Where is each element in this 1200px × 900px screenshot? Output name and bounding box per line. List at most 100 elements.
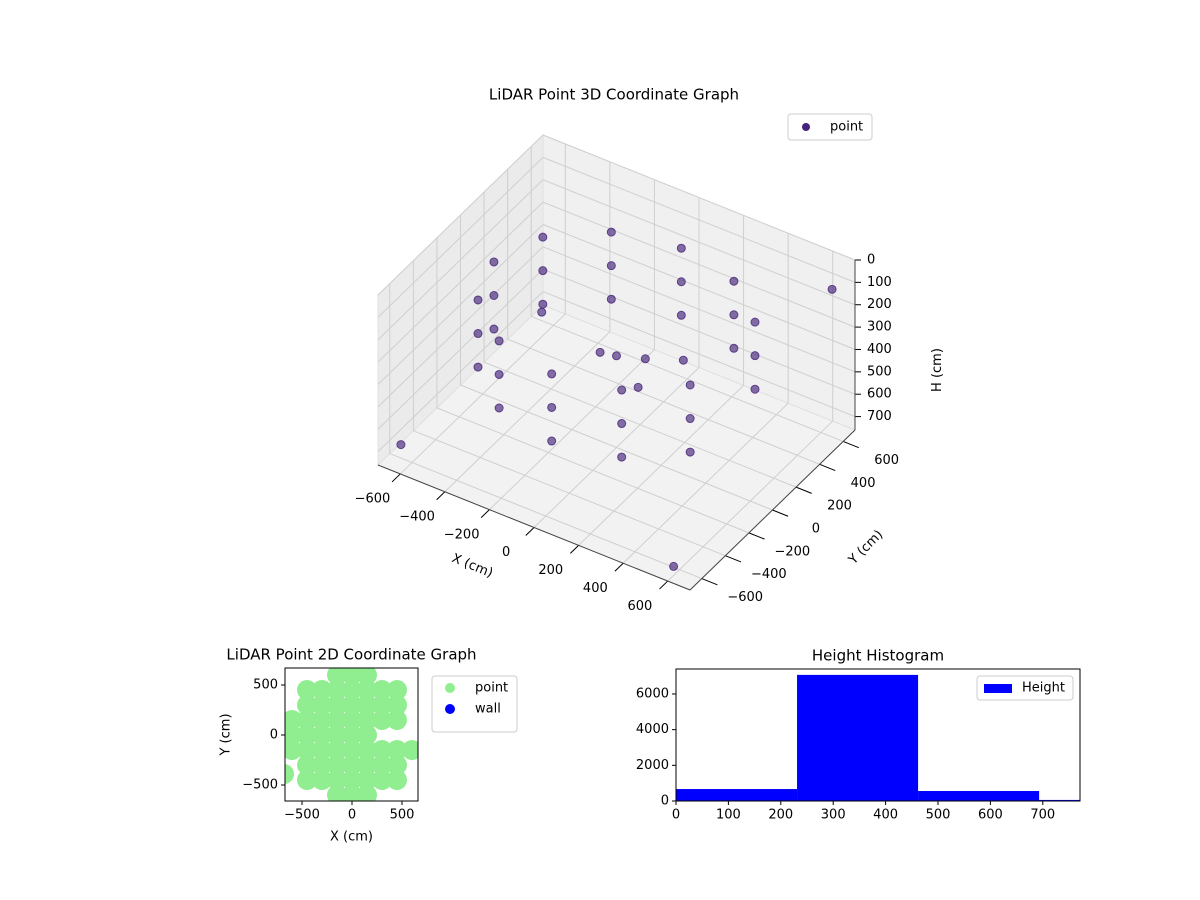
point [285,710,302,730]
point [297,695,317,715]
y-tick-label: 200 [827,499,852,514]
point [729,310,739,320]
point [676,310,686,320]
grid-line [542,268,856,395]
point [327,770,347,790]
point [606,294,616,304]
point [537,307,547,317]
x-tick-label: −200 [444,527,480,542]
point [312,770,332,790]
x-tick-label: 200 [538,563,563,578]
legend-label: point [475,681,508,696]
y-tick [772,509,789,517]
x-tick-label: 300 [821,808,846,823]
grid-line [413,430,726,557]
y-tick-label: 500 [253,678,278,693]
y-tick [795,486,812,494]
legend-box [976,675,1074,701]
point [342,770,362,790]
z-tick-label: 600 [867,387,892,402]
point [494,336,504,346]
point [640,354,650,364]
chart-title: Height Histogram [812,647,944,665]
grid-line [542,134,856,261]
grid-line [377,179,544,341]
point [387,770,407,790]
point [676,243,686,253]
y-tick-label: 2000 [636,758,669,773]
y-tick-label: −500 [242,778,278,793]
bar [797,674,919,801]
x-tick-label: 200 [768,808,793,823]
legend-marker [984,684,1012,693]
point [372,740,392,760]
point [750,317,760,327]
x-tick-label: 0 [348,808,356,823]
y-tick-label: 400 [851,476,876,491]
z-tick-label: 700 [867,409,892,424]
point [473,362,483,372]
grid-line [377,268,544,430]
plot-area [285,668,418,801]
point [372,755,392,775]
z-tick-label: 500 [867,364,892,379]
z-tick-label: 400 [867,342,892,357]
point [489,290,499,300]
point [357,695,377,715]
point [538,232,548,242]
x-tick [480,509,490,519]
point [473,295,483,305]
x-tick-label: 400 [873,808,898,823]
point [372,695,392,715]
point [676,277,686,287]
point [489,257,499,267]
point [327,725,347,745]
x-tick-label: −600 [355,492,391,507]
y-tick-label: 0 [812,522,820,537]
grid-line [542,179,856,306]
point [327,740,347,760]
x-tick-label: 600 [978,808,1003,823]
x-tick-label: −400 [399,509,435,524]
point [357,725,377,745]
point [372,770,392,790]
point [357,668,377,685]
point [312,680,332,700]
point [342,755,362,775]
grid-line [542,201,856,328]
point [357,755,377,775]
legend-marker [445,683,455,693]
point [387,680,407,700]
point [285,725,302,745]
grid-line [377,157,544,318]
legend-marker [802,123,810,131]
y-tick [843,440,860,449]
point [297,770,317,790]
point [494,369,504,379]
point [312,695,332,715]
x-tick [391,473,401,483]
y-tick [701,578,718,586]
point [327,785,347,801]
bar [676,789,798,801]
axes-frame [675,668,1081,802]
grid-line [377,201,544,363]
point [547,436,557,446]
point [297,710,317,730]
point [357,785,377,801]
x-tick-label: 0 [672,808,680,823]
grid-line [460,384,773,511]
point [342,785,362,801]
point [372,680,392,700]
point [297,725,317,745]
y-tick-label: 4000 [636,722,669,737]
x-tick [436,491,446,501]
axis-line [689,429,856,591]
axes-frame [284,667,419,802]
grid-line [542,291,856,418]
grid-line [377,134,544,296]
point [285,764,294,784]
grid-line [542,246,856,373]
x-tick-label: 0 [502,545,510,560]
